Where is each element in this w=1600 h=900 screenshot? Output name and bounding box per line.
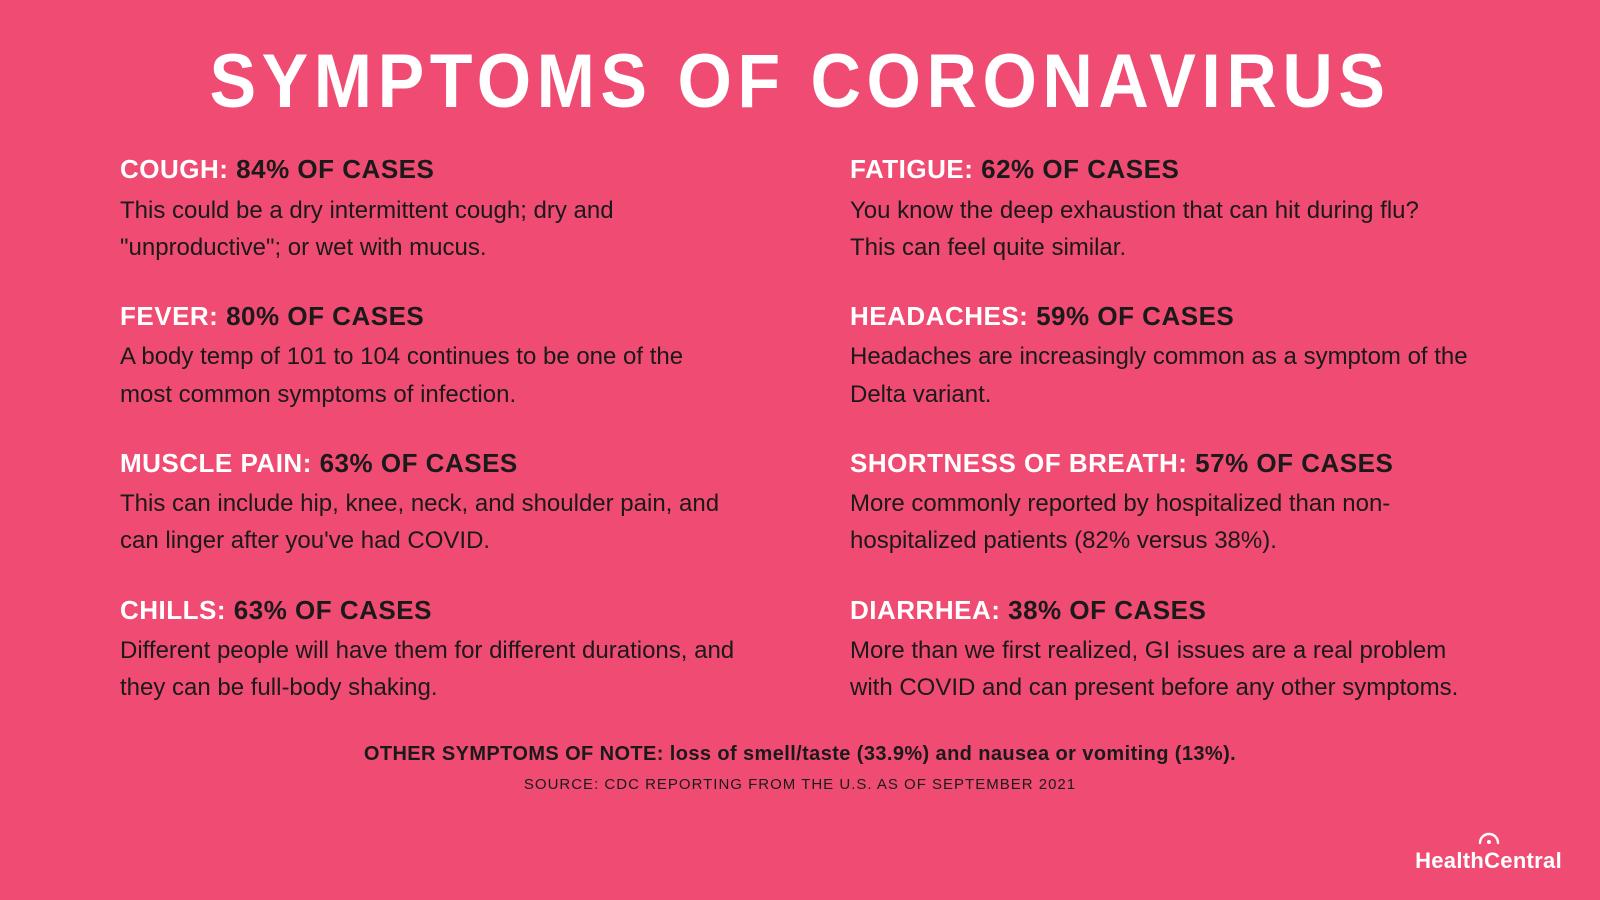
symptom-name: CHILLS: xyxy=(120,595,226,625)
symptom-heading: HEADACHES: 59% OF CASES xyxy=(850,300,1480,333)
symptom-stat: 84% OF CASES xyxy=(236,154,434,184)
symptom-muscle-pain: MUSCLE PAIN: 63% OF CASES This can inclu… xyxy=(120,447,750,560)
brand-text: HealthCentral xyxy=(1415,848,1562,873)
symptom-name: FATIGUE: xyxy=(850,154,973,184)
symptom-diarrhea: DIARRHEA: 38% OF CASES More than we firs… xyxy=(850,594,1480,707)
symptom-headaches: HEADACHES: 59% OF CASES Headaches are in… xyxy=(850,300,1480,413)
symptom-chills: CHILLS: 63% OF CASES Different people wi… xyxy=(120,594,750,707)
symptom-description: More commonly reported by hospitalized t… xyxy=(850,485,1470,559)
symptom-stat: 59% OF CASES xyxy=(1036,301,1234,331)
symptom-stat: 80% OF CASES xyxy=(226,301,424,331)
symptom-description: This could be a dry intermittent cough; … xyxy=(120,192,740,266)
symptom-name: DIARRHEA: xyxy=(850,595,1000,625)
symptom-description: More than we first realized, GI issues a… xyxy=(850,632,1470,706)
symptom-fatigue: FATIGUE: 62% OF CASES You know the deep … xyxy=(850,153,1480,266)
symptom-name: HEADACHES: xyxy=(850,301,1028,331)
brand-logo: HealthCentral xyxy=(1415,831,1562,874)
symptom-heading: DIARRHEA: 38% OF CASES xyxy=(850,594,1480,627)
other-symptoms-note: OTHER SYMPTOMS OF NOTE: loss of smell/ta… xyxy=(0,743,1600,766)
symptom-name: COUGH: xyxy=(120,154,228,184)
symptom-description: Headaches are increasingly common as a s… xyxy=(850,338,1470,412)
symptom-description: Different people will have them for diff… xyxy=(120,632,740,706)
symptom-heading: FEVER: 80% OF CASES xyxy=(120,300,750,333)
symptom-name: MUSCLE PAIN: xyxy=(120,448,312,478)
symptom-heading: FATIGUE: 62% OF CASES xyxy=(850,153,1480,186)
symptom-fever: FEVER: 80% OF CASES A body temp of 101 t… xyxy=(120,300,750,413)
source-citation: SOURCE: CDC REPORTING FROM THE U.S. AS O… xyxy=(0,776,1600,793)
symptom-stat: 38% OF CASES xyxy=(1008,595,1206,625)
symptom-stat: 57% OF CASES xyxy=(1195,448,1393,478)
footer: OTHER SYMPTOMS OF NOTE: loss of smell/ta… xyxy=(0,743,1600,793)
symptom-heading: CHILLS: 63% OF CASES xyxy=(120,594,750,627)
symptom-shortness-of-breath: SHORTNESS OF BREATH: 57% OF CASES More c… xyxy=(850,447,1480,560)
symptom-heading: MUSCLE PAIN: 63% OF CASES xyxy=(120,447,750,480)
symptom-stat: 63% OF CASES xyxy=(320,448,518,478)
symptom-description: This can include hip, knee, neck, and sh… xyxy=(120,485,740,559)
right-column: FATIGUE: 62% OF CASES You know the deep … xyxy=(850,153,1480,741)
left-column: COUGH: 84% OF CASES This could be a dry … xyxy=(120,153,750,741)
symptom-heading: SHORTNESS OF BREATH: 57% OF CASES xyxy=(850,447,1480,480)
symptom-description: A body temp of 101 to 104 continues to b… xyxy=(120,338,740,412)
page-title: SYMPTOMS OF CORONAVIRUS xyxy=(64,0,1536,125)
arc-icon xyxy=(1477,831,1501,845)
symptom-name: SHORTNESS OF BREATH: xyxy=(850,448,1187,478)
symptom-description: You know the deep exhaustion that can hi… xyxy=(850,192,1470,266)
symptom-stat: 62% OF CASES xyxy=(981,154,1179,184)
symptom-name: FEVER: xyxy=(120,301,218,331)
symptom-stat: 63% OF CASES xyxy=(234,595,432,625)
symptom-columns: COUGH: 84% OF CASES This could be a dry … xyxy=(0,125,1600,741)
symptom-cough: COUGH: 84% OF CASES This could be a dry … xyxy=(120,153,750,266)
symptom-heading: COUGH: 84% OF CASES xyxy=(120,153,750,186)
